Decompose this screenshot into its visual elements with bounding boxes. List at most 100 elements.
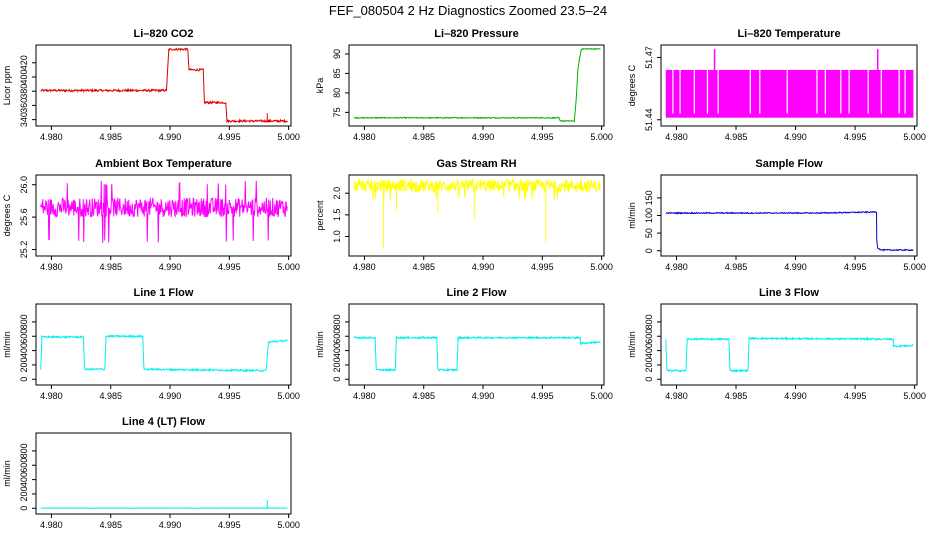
x-tick-label: 4.980	[40, 520, 63, 530]
y-tick-label: 80	[332, 88, 342, 98]
panel-title: Sample Flow	[755, 158, 823, 170]
y-tick-label: 0	[19, 506, 29, 511]
y-tick-label: 0	[19, 377, 29, 382]
y-tick-label: 400	[19, 472, 29, 487]
y-tick-label: 800	[19, 443, 29, 458]
x-tick-label: 4.995	[531, 262, 554, 272]
panel-10: Line 4 (LT) Flow ml/min 4.980 4.985 4.990 4.9…	[2, 416, 300, 530]
y-tick-label: 380	[19, 84, 29, 99]
x-tick-label: 4.995	[844, 132, 867, 142]
panel-8: Line 2 Flow ml/min 4.980 4.985 4.990 4.995 5.0…	[315, 287, 613, 401]
panel-title: Line 4 (LT) Flow	[122, 416, 205, 428]
panel-title: Li–820 Pressure	[434, 28, 518, 40]
y-tick-label: 800	[644, 314, 654, 329]
y-tick-label: 600	[332, 329, 342, 344]
x-tick-label: 4.985	[725, 132, 748, 142]
plot-area	[353, 47, 601, 123]
y-tick-label: 25.2	[19, 241, 29, 259]
plot-frame	[348, 44, 605, 127]
y-tick-label: 400	[19, 343, 29, 358]
plot-area	[40, 47, 288, 124]
x-tick-label: 4.985	[412, 262, 435, 272]
panel-title: Line 2 Flow	[447, 287, 507, 299]
x-tick-label: 4.990	[159, 391, 182, 401]
x-tick-label: 4.990	[472, 391, 495, 401]
plot-area	[40, 334, 288, 373]
y-tick-label: 0	[644, 377, 654, 382]
y-axis-label: percent	[315, 200, 325, 231]
y-tick-label: 600	[19, 458, 29, 473]
panel-title: Ambient Box Temperature	[95, 158, 232, 170]
y-tick-label: 90	[332, 49, 342, 59]
plot-area	[665, 210, 914, 252]
series-line	[665, 210, 914, 252]
x-tick-label: 4.995	[844, 391, 867, 401]
x-tick-label: 4.990	[472, 262, 495, 272]
x-tick-label: 5.000	[277, 391, 300, 401]
y-tick-label: 600	[644, 329, 654, 344]
panel-3: Li–820 Temperature degrees C 4.980 4.985 4.9…	[627, 28, 926, 142]
panel-title: Li–820 CO2	[134, 28, 194, 40]
x-tick-label: 4.980	[665, 132, 688, 142]
y-tick-label: 200	[332, 357, 342, 372]
x-tick-label: 5.000	[590, 391, 613, 401]
y-axis-label: kPa	[315, 78, 325, 94]
x-tick-label: 5.000	[903, 391, 926, 401]
x-tick-label: 4.980	[353, 132, 376, 142]
series-line	[353, 47, 601, 123]
y-tick-label: 800	[332, 314, 342, 329]
x-tick-label: 5.000	[277, 132, 300, 142]
x-tick-label: 4.980	[665, 262, 688, 272]
y-tick-label: 400	[19, 69, 29, 84]
plot-area	[665, 49, 914, 118]
x-tick-label: 4.995	[531, 132, 554, 142]
plot-area	[40, 180, 288, 243]
y-tick-label: 1.0	[332, 230, 342, 243]
x-tick-label: 5.000	[903, 132, 926, 142]
x-tick-label: 4.985	[725, 262, 748, 272]
y-tick-label: 600	[19, 329, 29, 344]
x-tick-label: 4.990	[159, 520, 182, 530]
x-tick-label: 4.990	[784, 262, 807, 272]
y-tick-label: 26.0	[19, 176, 29, 194]
x-tick-label: 4.980	[353, 391, 376, 401]
y-tick-label: 100	[644, 208, 654, 223]
x-tick-label: 4.980	[665, 391, 688, 401]
series-band	[665, 69, 914, 118]
y-axis-label: ml/min	[627, 331, 637, 358]
panel-title: Li–820 Temperature	[737, 28, 840, 40]
x-tick-label: 4.980	[40, 262, 63, 272]
y-axis-label: ml/min	[2, 460, 12, 487]
y-tick-label: 400	[644, 343, 654, 358]
x-tick-label: 4.990	[472, 132, 495, 142]
y-tick-label: 200	[644, 357, 654, 372]
x-tick-label: 4.985	[412, 132, 435, 142]
figure-title: FEF_080504 2 Hz Diagnostics Zoomed 23.5–…	[328, 3, 608, 18]
x-tick-label: 4.980	[40, 391, 63, 401]
series-line	[40, 47, 288, 124]
y-tick-label: 85	[332, 68, 342, 78]
y-tick-label: 0	[332, 377, 342, 382]
y-axis-label: degrees C	[627, 64, 637, 106]
x-tick-label: 4.995	[218, 520, 241, 530]
y-tick-label: 51.44	[644, 109, 654, 132]
x-tick-label: 4.995	[218, 391, 241, 401]
x-tick-label: 4.990	[159, 132, 182, 142]
plot-frame	[660, 174, 918, 257]
y-tick-label: 50	[644, 228, 654, 238]
panel-title: Line 3 Flow	[759, 287, 819, 299]
x-tick-label: 4.995	[844, 262, 867, 272]
y-tick-label: 420	[19, 55, 29, 70]
x-tick-label: 4.990	[784, 391, 807, 401]
series-line	[40, 180, 288, 243]
panel-title: Gas Stream RH	[436, 158, 516, 170]
y-tick-label: 2.0	[332, 187, 342, 200]
y-axis-label: Licor ppm	[2, 66, 12, 106]
y-axis-label: ml/min	[315, 331, 325, 358]
x-tick-label: 4.995	[218, 262, 241, 272]
x-tick-label: 4.985	[99, 391, 122, 401]
x-tick-label: 4.985	[99, 262, 122, 272]
x-tick-label: 4.985	[412, 391, 435, 401]
panel-5: Gas Stream RH percent 4.980 4.985 4.990 4.995…	[315, 158, 613, 272]
